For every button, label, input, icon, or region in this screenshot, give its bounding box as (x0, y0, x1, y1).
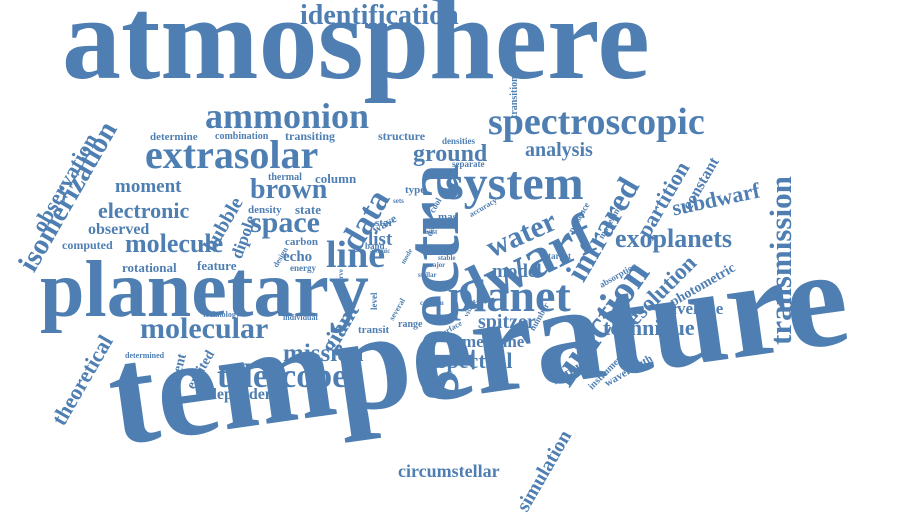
word-type: type (405, 184, 426, 196)
word-determine: determine (150, 131, 198, 143)
word-list: list (368, 229, 393, 250)
word-feature: feature (197, 258, 237, 273)
word-stable: stable (438, 254, 456, 262)
word-transmission: transmission (763, 176, 798, 345)
word-dependent: dependent (208, 386, 280, 403)
word-ground: ground (413, 141, 488, 167)
word-computed: computed (62, 238, 113, 252)
word-mas: mas (438, 211, 457, 223)
word-molecular: molecular (140, 312, 269, 345)
word-spitzer: spitzer (478, 311, 536, 333)
word-spectral: spectral (438, 348, 513, 373)
word-major: major (427, 261, 446, 269)
word-band: band (365, 241, 385, 251)
word-range: range (398, 319, 423, 330)
word-echo: echo (283, 249, 313, 265)
word-analysis: analysis (525, 139, 593, 161)
word-methane: methane (462, 332, 525, 351)
word-level: level (369, 292, 379, 311)
word-rotational: rotational (122, 260, 177, 275)
word-circumstellar: circumstellar (398, 461, 500, 481)
word-observe: observe (337, 269, 345, 292)
word-model: model (492, 261, 542, 282)
word-structure: structure (378, 129, 426, 143)
word-state: state (295, 202, 321, 217)
word-technology: technology (203, 310, 240, 319)
word-brown: brown (250, 174, 328, 205)
word-sets: sets (393, 197, 404, 205)
word-transition: transition (509, 76, 520, 118)
word-planet: planet (448, 270, 571, 321)
word-mission: mission (283, 340, 364, 367)
word-simulation: simulation (512, 426, 577, 516)
word-identification: identification (300, 0, 459, 31)
word-envelope: envelope (660, 299, 724, 318)
word-exoplanets: exoplanets (615, 224, 732, 253)
word-transit: transit (358, 324, 390, 336)
word-determined: determined (125, 351, 165, 360)
word-space: space (250, 206, 320, 239)
word-column: column (315, 171, 357, 186)
word-electronic: electronic (98, 198, 190, 223)
word-observed: observed (88, 221, 150, 238)
word-ammonion: ammonion (205, 96, 370, 136)
word-carbon: carbon (285, 236, 318, 248)
word-star: star (375, 217, 394, 229)
word-telescope: telescope (217, 358, 348, 395)
word-system: system (445, 157, 584, 210)
word-line: line (326, 234, 386, 276)
word-confirm: confirm (420, 299, 444, 307)
word-extrasolar: extrasolar (145, 132, 319, 177)
word-spectroscopic: spectroscopic (488, 101, 705, 143)
word-combination: combination (215, 131, 269, 142)
word-atmosphere: atmosphere (62, 0, 650, 104)
word-densities: densities (442, 136, 476, 146)
word-energy: energy (290, 263, 316, 273)
word-most: most (423, 228, 438, 236)
word-technique: technique (603, 315, 695, 340)
word-target: target (548, 251, 571, 261)
word-atomic: atomic (370, 247, 391, 255)
word-thermal: thermal (268, 172, 302, 183)
word-transiting: transiting (285, 129, 336, 143)
word-stellar: stellar (418, 271, 437, 279)
word-separate: separate (452, 159, 485, 169)
word-density: density (248, 204, 282, 216)
word-molecule: molecule (125, 229, 224, 258)
word-individual: individual (283, 313, 318, 322)
word-moment: moment (115, 176, 182, 197)
word-planetary: planetary (40, 246, 369, 334)
